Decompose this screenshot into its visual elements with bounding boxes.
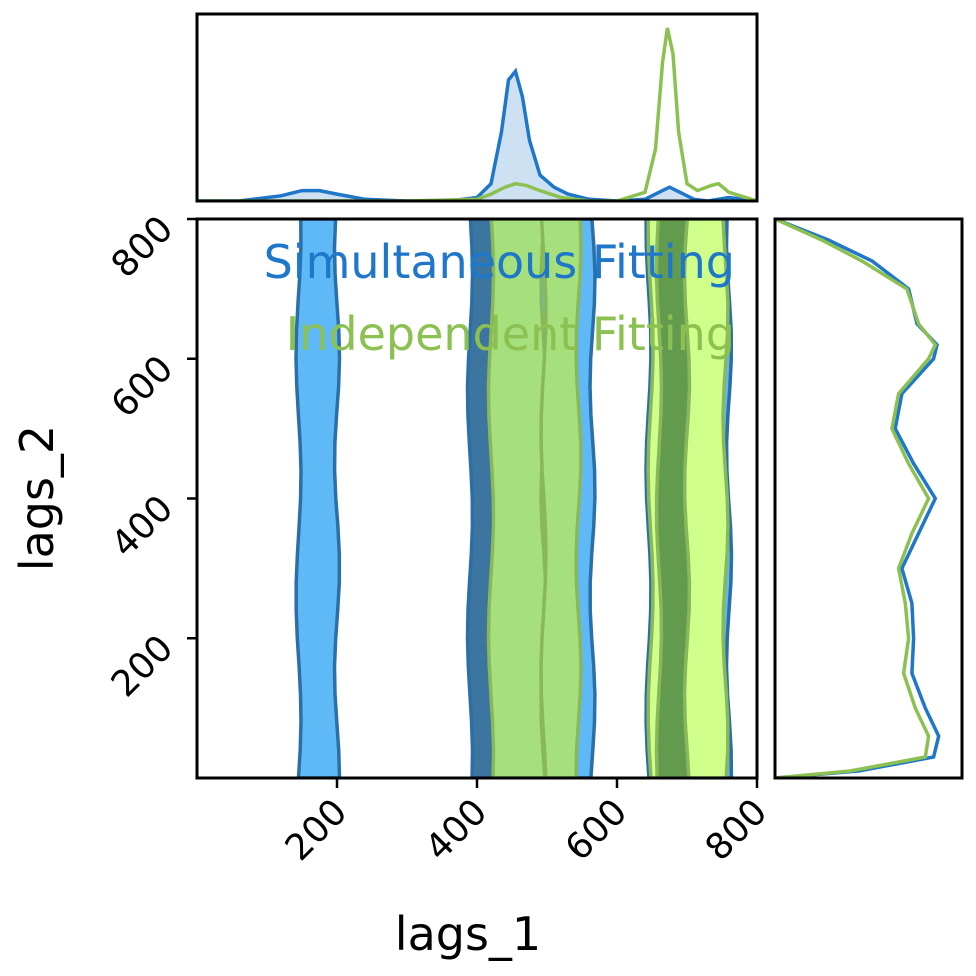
marginal-x-panel — [195, 12, 759, 203]
x-axis-label: lags_1 — [395, 907, 541, 961]
x-tick-label-400: 400 — [418, 791, 496, 869]
contour-band-simultaneous-fitting-0 — [294, 219, 342, 778]
contour-band-independent-fitting-0 — [486, 219, 548, 778]
marginal-x-curve-independent-fitting — [197, 27, 757, 201]
x-tick-label-600: 600 — [558, 791, 636, 869]
x-tick-label-800: 800 — [698, 791, 776, 869]
marginal-x-fill-simultaneous — [197, 71, 757, 201]
contour-band-independent-fitting-1 — [539, 219, 583, 778]
y-tick-label-800: 800 — [104, 208, 182, 286]
marginal-y-panel — [773, 217, 964, 780]
x-tick-label-200: 200 — [278, 791, 356, 869]
marginal-y-frame — [773, 217, 964, 780]
marginal-y-curve-independent-fitting — [775, 219, 938, 778]
marginal-x-frame — [195, 12, 759, 203]
y-tick-label-400: 400 — [104, 488, 182, 566]
legend-entry-independent: Independent Fitting — [286, 307, 735, 361]
y-tick-label-600: 600 — [104, 348, 182, 426]
contour-band-independent-fitting-3 — [654, 219, 692, 778]
y-tick-label-200: 200 — [104, 628, 182, 706]
marginal-y-curve-simultaneous-fitting — [775, 219, 941, 778]
joint-panel: 200 400 600 800 200 400 600 800 Simultaneous F… — [104, 208, 776, 869]
legend-entry-simultaneous: Simultaneous Fitting — [264, 235, 735, 289]
y-axis-label: lags_2 — [10, 425, 64, 571]
marginal-x-curve-simultaneous-fitting — [197, 67, 757, 201]
